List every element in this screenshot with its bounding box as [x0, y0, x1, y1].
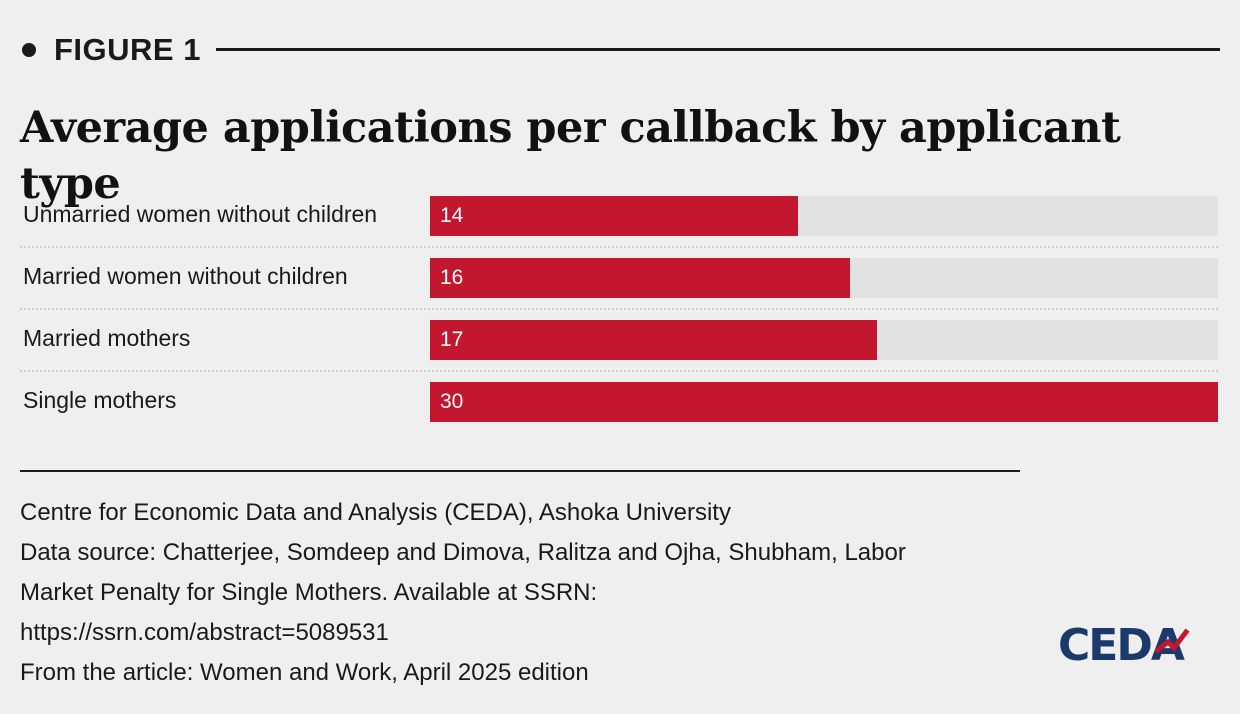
data-label: 16 — [440, 266, 464, 289]
source-notes: Centre for Economic Data and Analysis (C… — [20, 493, 1020, 693]
bar: 17 — [430, 320, 877, 360]
source-line: Centre for Economic Data and Analysis (C… — [20, 499, 731, 526]
row-separator — [20, 246, 1218, 248]
bar: 14 — [430, 196, 798, 236]
bar-track: 17 — [430, 320, 1218, 360]
source-divider — [20, 470, 1020, 472]
bar-chart: Unmarried women without children 14 Marrie… — [0, 186, 1240, 436]
category-label: Single mothers — [23, 387, 177, 413]
bar: 16 — [430, 258, 850, 298]
category-label: Unmarried women without children — [23, 201, 378, 227]
header-rule — [216, 48, 1220, 51]
bar-track: 30 — [430, 382, 1218, 422]
row-separator — [20, 370, 1218, 372]
bar: 30 — [430, 382, 1218, 422]
logo-tick-icon — [1154, 628, 1190, 654]
ceda-logo: CEDA — [1058, 620, 1190, 666]
figure-label: FIGURE 1 — [54, 32, 201, 67]
bar-track: 16 — [430, 258, 1218, 298]
bullet-dot-icon — [22, 43, 36, 57]
category-label: Married women without children — [23, 263, 348, 289]
bar-row: Married women without children 16 — [20, 248, 1218, 310]
source-line: From the article: Women and Work, April … — [20, 659, 589, 686]
bar-row: Married mothers 17 — [20, 310, 1218, 372]
source-line: Market Penalty for Single Mothers. Avail… — [20, 579, 598, 606]
row-separator — [20, 308, 1218, 310]
bar-row: Single mothers 30 — [20, 372, 1218, 434]
chart-title: Average applications per callback by app… — [20, 103, 1121, 209]
data-label: 14 — [440, 204, 464, 227]
figure-header: FIGURE 1 — [20, 30, 1220, 70]
source-line: https://ssrn.com/abstract=5089531 — [20, 619, 389, 646]
source-line: Data source: Chatterjee, Somdeep and Dim… — [20, 539, 906, 566]
data-label: 17 — [440, 328, 464, 351]
data-label: 30 — [440, 390, 464, 413]
bar-row: Unmarried women without children 14 — [20, 186, 1218, 248]
category-label: Married mothers — [23, 325, 191, 351]
bar-track: 14 — [430, 196, 1218, 236]
